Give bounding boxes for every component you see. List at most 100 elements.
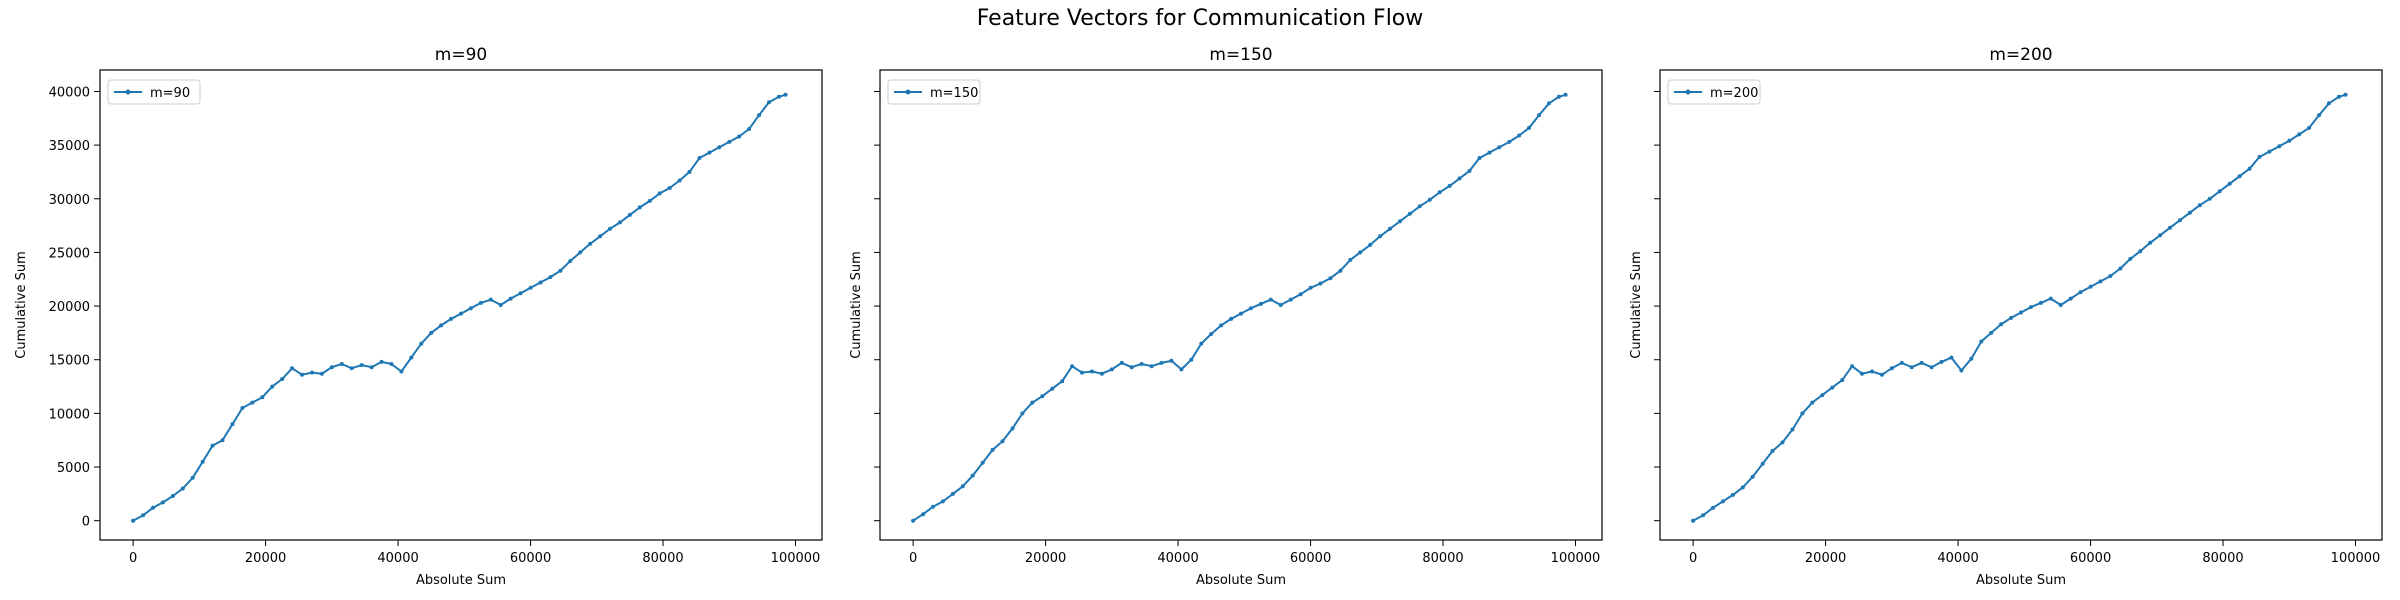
data-point	[1080, 370, 1084, 375]
x-tick-label: 20000	[1805, 551, 1846, 566]
data-point	[1487, 150, 1492, 155]
data-point	[1129, 365, 1134, 370]
data-point	[160, 500, 165, 505]
x-axis-label: Absolute Sum	[1976, 573, 2066, 588]
data-point	[399, 369, 404, 374]
data-point	[2108, 274, 2113, 278]
data-point	[647, 198, 652, 203]
data-point	[1810, 400, 1815, 405]
data-point	[1820, 393, 1825, 398]
x-tick-label: 60000	[1290, 551, 1331, 566]
data-point	[349, 366, 354, 371]
data-point	[1278, 303, 1283, 307]
data-point	[528, 285, 533, 290]
data-point	[2068, 296, 2073, 301]
data-point	[1899, 360, 1904, 365]
data-point	[1268, 297, 1273, 302]
data-point	[1701, 513, 1706, 518]
data-point	[637, 205, 642, 210]
data-point	[1870, 369, 1874, 374]
data-point	[2237, 174, 2242, 179]
data-point	[568, 259, 573, 263]
data-point	[2317, 113, 2322, 118]
data-point	[1378, 234, 1383, 239]
data-point	[1929, 365, 1934, 370]
legend: m=90	[107, 79, 201, 105]
data-point	[1060, 379, 1065, 384]
x-tick-label: 60000	[510, 551, 551, 566]
data-point	[2343, 92, 2348, 97]
data-point	[409, 355, 414, 360]
x-tick-label: 60000	[2070, 551, 2111, 566]
x-tick-label: 0	[1689, 551, 1697, 566]
data-point	[1939, 359, 1944, 364]
data-point	[170, 494, 175, 498]
data-point	[538, 280, 543, 285]
x-tick-label: 100000	[771, 551, 821, 566]
data-point	[1527, 125, 1532, 130]
data-point	[1989, 330, 1994, 335]
data-point	[280, 377, 285, 381]
data-point	[290, 366, 295, 371]
data-point	[151, 505, 155, 510]
data-point	[1770, 448, 1775, 453]
data-point	[1537, 113, 1542, 118]
data-point	[1999, 322, 2004, 327]
data-point	[1879, 372, 1884, 377]
data-point	[220, 438, 225, 443]
data-point	[608, 226, 612, 231]
data-point	[1358, 250, 1363, 255]
data-point	[2197, 203, 2202, 208]
data-point	[2088, 284, 2093, 289]
data-point	[1139, 362, 1144, 366]
data-point	[980, 460, 985, 465]
data-point	[548, 275, 553, 280]
data-point	[2207, 196, 2212, 201]
data-point	[1219, 323, 1224, 328]
data-point	[1189, 357, 1194, 362]
data-point	[319, 371, 324, 376]
data-point	[190, 475, 195, 480]
data-point	[960, 484, 965, 489]
data-point	[1889, 366, 1894, 371]
data-point	[598, 234, 603, 239]
data-point	[1800, 411, 1805, 416]
data-point	[911, 518, 916, 523]
chart-panel-1: m=90 0 20000 40000 60000 80000 100000 0 5000 1000…	[14, 45, 823, 588]
data-point	[1328, 276, 1333, 281]
data-point	[1447, 183, 1452, 188]
data-point	[921, 512, 926, 517]
data-point	[1949, 355, 1954, 360]
data-point	[747, 127, 752, 131]
data-point	[1209, 332, 1214, 336]
data-point	[508, 296, 513, 301]
data-point	[1457, 176, 1462, 181]
data-point	[627, 212, 632, 217]
data-point	[618, 220, 622, 225]
data-point	[697, 156, 702, 160]
data-point	[931, 504, 935, 509]
data-point	[1348, 257, 1353, 262]
data-point	[1790, 427, 1795, 432]
data-point	[2247, 166, 2252, 171]
x-tick-label: 20000	[1025, 551, 1066, 566]
data-point	[1010, 426, 1015, 431]
data-point	[359, 363, 364, 368]
data-point	[783, 92, 788, 97]
data-point	[1780, 440, 1785, 445]
data-point	[677, 178, 682, 183]
data-point	[2168, 225, 2172, 230]
data-point	[1099, 371, 1104, 376]
x-tick-label: 20000	[245, 551, 286, 566]
data-point	[1030, 400, 1035, 405]
axes-frame	[99, 69, 823, 541]
data-point	[439, 323, 444, 328]
data-point	[1050, 386, 1055, 391]
data-point	[1919, 360, 1924, 365]
data-point	[1730, 492, 1735, 497]
data-point	[2187, 210, 2192, 215]
x-tick-label: 40000	[1937, 551, 1978, 566]
data-point	[1159, 360, 1164, 365]
y-axis-label: Cumulative Sum	[14, 251, 29, 359]
